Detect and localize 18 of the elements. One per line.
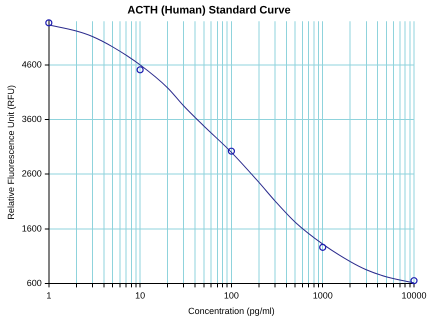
point xyxy=(410,277,418,284)
x-tick-label: 10 xyxy=(135,290,146,300)
y-tick-label: 600 xyxy=(26,278,42,288)
x-tick-label: 10000 xyxy=(401,290,427,300)
point xyxy=(228,148,236,155)
point xyxy=(136,66,144,74)
y-tick-label: 2600 xyxy=(22,168,42,179)
y-tick-label: 1600 xyxy=(22,223,42,234)
x-axis-title: Concentration (pg/ml) xyxy=(188,306,275,316)
point xyxy=(319,244,326,251)
y-tick-label: 3600 xyxy=(22,114,42,124)
y-axis-title: Relative Fluorescence Unit (RFU) xyxy=(6,85,16,220)
point xyxy=(45,19,52,26)
x-tick-label: 1000 xyxy=(312,290,333,300)
chart-title: ACTH (Human) Standard Curve xyxy=(127,4,291,17)
x-tick-label: 1 xyxy=(46,290,52,300)
x-tick-label: 100 xyxy=(224,290,239,300)
y-tick-label: 4600 xyxy=(22,59,42,70)
